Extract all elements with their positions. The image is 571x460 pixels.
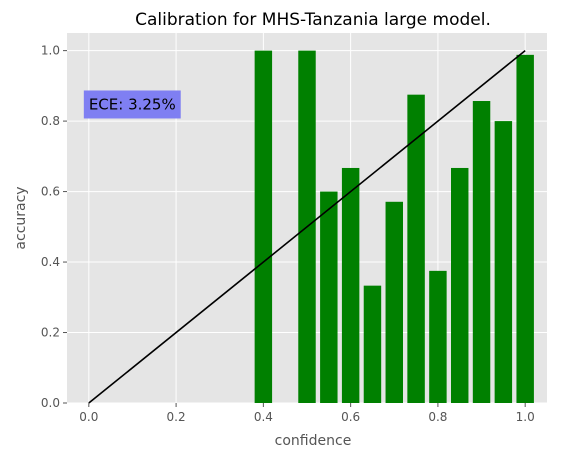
bar-8 xyxy=(451,167,469,403)
y-ticks: 0.0 0.2 0.4 0.6 0.8 1.0 xyxy=(41,44,67,410)
x-axis-label: confidence xyxy=(275,433,352,449)
diagonal-group xyxy=(88,49,526,404)
y-tick-label: 1.0 xyxy=(41,44,60,58)
x-tick-label: 1.0 xyxy=(516,410,535,424)
y-tick-label: 0.4 xyxy=(41,255,60,269)
bar-11 xyxy=(516,54,534,403)
x-tick-label: 0.0 xyxy=(79,410,98,424)
bar-9 xyxy=(472,101,491,403)
x-tick-label: 0.8 xyxy=(428,410,447,424)
bars xyxy=(254,50,534,404)
ece-box xyxy=(83,90,181,119)
bar-7 xyxy=(429,270,447,403)
bar-6 xyxy=(407,94,425,404)
x-tick-label: 0.6 xyxy=(341,410,360,424)
bar-2 xyxy=(320,191,338,403)
bar-10 xyxy=(494,121,513,403)
x-ticks: 0.0 0.2 0.4 0.6 0.8 1.0 xyxy=(79,403,535,424)
bar-4 xyxy=(363,285,382,403)
x-tick-label: 0.4 xyxy=(254,410,273,424)
chart-title: Calibration for MHS-Tanzania large model… xyxy=(135,10,491,30)
y-tick-label: 0.0 xyxy=(41,396,60,410)
y-axis-label: accuracy xyxy=(13,186,29,249)
x-tick-label: 0.2 xyxy=(167,410,186,424)
y-tick-label: 0.2 xyxy=(41,326,60,340)
bar-5 xyxy=(385,201,403,403)
bar-0 xyxy=(254,50,273,403)
ece-label: ECE: 3.25% xyxy=(89,95,176,113)
y-tick-label: 0.8 xyxy=(41,114,60,128)
y-tick-label: 0.6 xyxy=(41,185,60,199)
bar-3 xyxy=(341,167,360,403)
perfect-calibration-line xyxy=(88,49,526,404)
annotation-group: ECE: 3.25% xyxy=(83,90,181,119)
